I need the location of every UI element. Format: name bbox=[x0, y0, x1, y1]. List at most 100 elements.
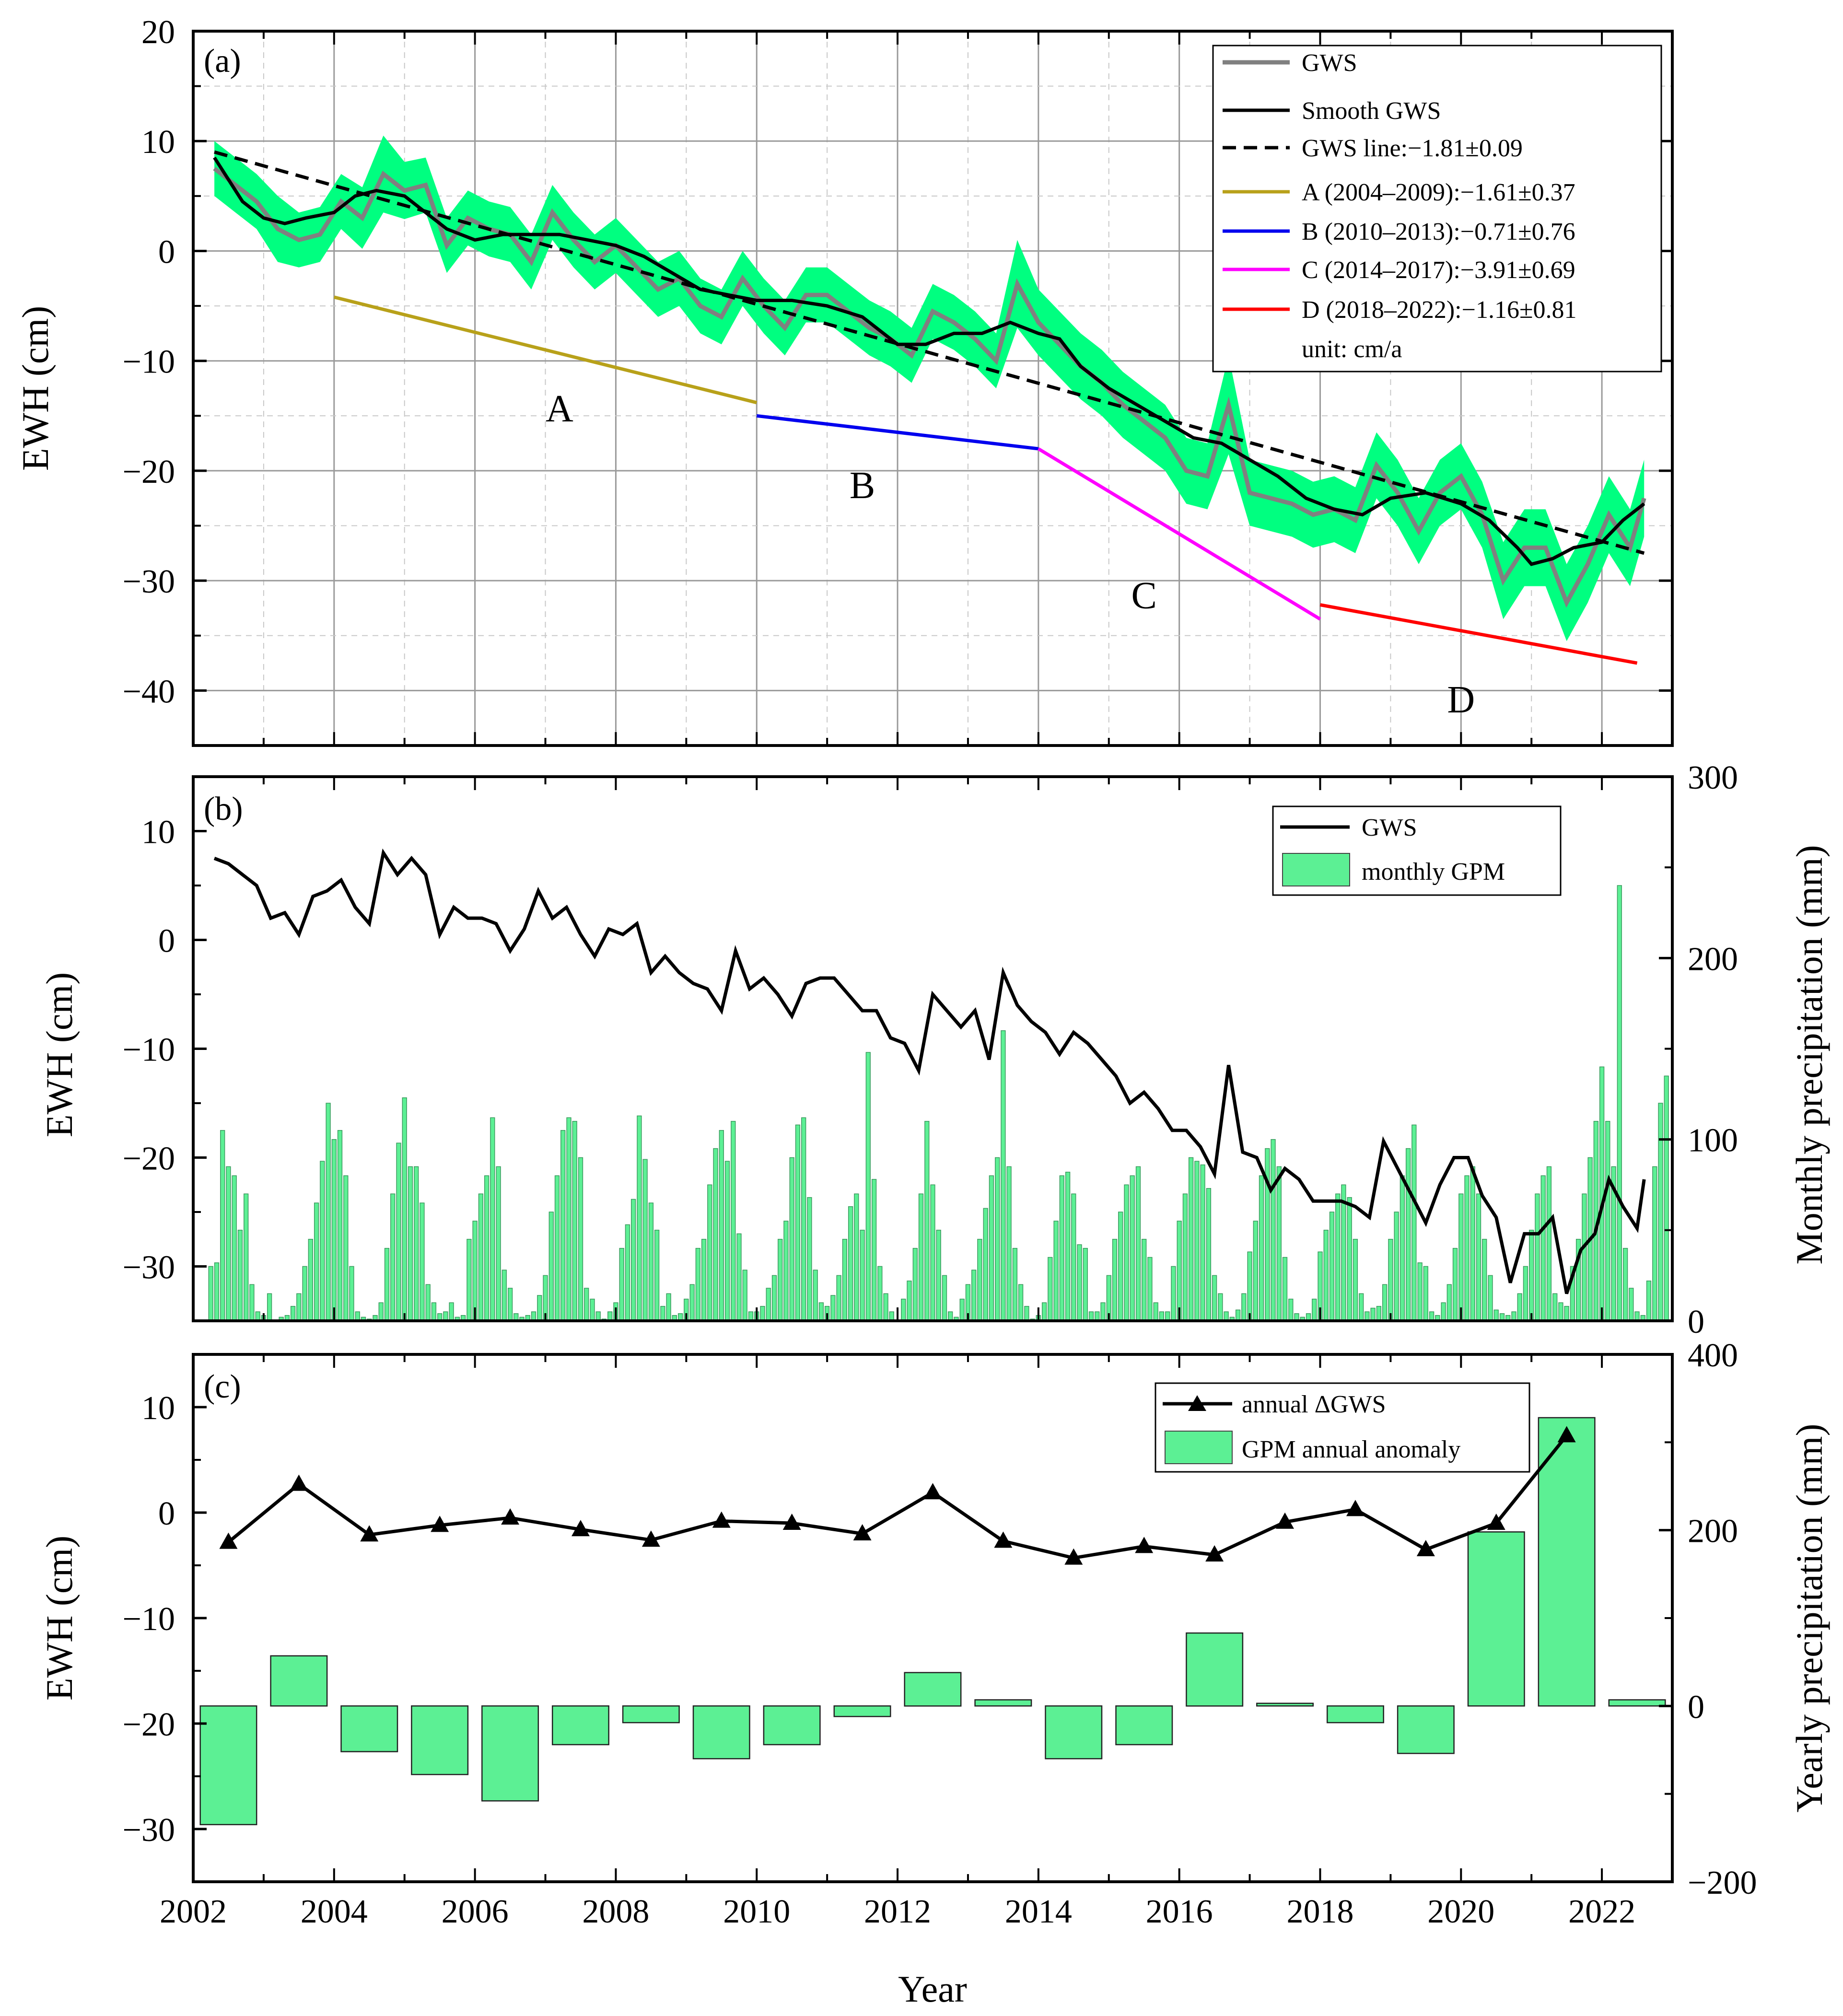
gpm-bar bbox=[1370, 1307, 1376, 1321]
gpm-bar bbox=[1488, 1275, 1493, 1321]
dgws-marker bbox=[1276, 1512, 1295, 1529]
gpm-bar bbox=[214, 1262, 220, 1321]
legend-c-dgws-marker bbox=[1188, 1395, 1206, 1411]
gpm-bar bbox=[1241, 1293, 1247, 1321]
gpm-bar bbox=[496, 1166, 501, 1321]
gpm-bar bbox=[320, 1161, 325, 1321]
y-tick-label: 10 bbox=[141, 1390, 175, 1427]
gpm-bar bbox=[1423, 1266, 1428, 1321]
gpm-bar bbox=[848, 1206, 853, 1321]
panel-a-label: (a) bbox=[204, 43, 241, 80]
gpm-bar bbox=[642, 1159, 648, 1321]
x-tick-label: 2006 bbox=[442, 1893, 509, 1930]
gpm-bar bbox=[566, 1117, 572, 1321]
gpm-bar bbox=[378, 1302, 384, 1321]
gpm-bar bbox=[983, 1208, 988, 1321]
gpm-bar bbox=[1523, 1266, 1528, 1321]
gpm-bar bbox=[1206, 1188, 1212, 1321]
gpm-bar bbox=[1323, 1230, 1329, 1321]
panel-a-y-axis-label: EWH (cm) bbox=[14, 306, 56, 471]
segment-label-b: B bbox=[850, 465, 875, 507]
gpm-bar bbox=[484, 1175, 490, 1321]
gpm-bar bbox=[1493, 1309, 1499, 1321]
panel-c-label: (c) bbox=[204, 1368, 241, 1405]
gpm-bar bbox=[1006, 1166, 1012, 1321]
y-tick-label: 0 bbox=[158, 923, 175, 960]
y-tick-label: −40 bbox=[123, 673, 175, 710]
panel-a-legend: GWS Smooth GWS GWS line:−1.81±0.09 A (20… bbox=[1212, 45, 1662, 373]
gpm-bar bbox=[877, 1266, 883, 1321]
y2-tick-label: 300 bbox=[1688, 759, 1738, 796]
gpm-bar bbox=[590, 1298, 595, 1321]
gpm-bar bbox=[1540, 1175, 1546, 1321]
gpm-bar bbox=[548, 1212, 554, 1321]
dgws-marker bbox=[290, 1474, 308, 1491]
panel-c-legend: annual ΔGWS GPM annual anomaly bbox=[1155, 1382, 1530, 1473]
gpm-bar bbox=[1652, 1166, 1657, 1321]
gpm-bar bbox=[502, 1270, 507, 1321]
x-tick-label: 2016 bbox=[1146, 1893, 1213, 1930]
y-tick-label: −20 bbox=[123, 454, 175, 490]
panel-b-legend: GWS monthly GPM bbox=[1272, 805, 1562, 896]
gpm-bar bbox=[936, 1230, 941, 1321]
gpm-bar bbox=[1071, 1193, 1076, 1321]
dgws-marker bbox=[431, 1515, 449, 1532]
gpm-anomaly-bar bbox=[270, 1655, 328, 1707]
panel-b-y2-axis-label: Monthly precipitation (mm) bbox=[1788, 845, 1830, 1264]
gpm-bar bbox=[871, 1179, 877, 1321]
gpm-bar bbox=[1464, 1175, 1470, 1321]
panel-a-gws-line bbox=[213, 166, 1646, 608]
gpm-bar bbox=[384, 1247, 390, 1321]
legend-segment-a-label: A (2004–2009):−1.61±0.37 bbox=[1302, 179, 1575, 206]
gpm-bar bbox=[1388, 1239, 1393, 1321]
panel-a: A B C D 20 10 0 −10 −20 −30 −40 (a) EWH (cm) GWS … bbox=[14, 14, 1674, 747]
y-tick-label: −10 bbox=[123, 344, 175, 381]
y-tick-label: 10 bbox=[141, 124, 175, 161]
gpm-bar bbox=[1664, 1075, 1669, 1321]
gpm-bar bbox=[1053, 1221, 1059, 1321]
gpm-bar bbox=[1353, 1239, 1358, 1321]
y-tick-label: −20 bbox=[123, 1706, 175, 1743]
gpm-bar bbox=[865, 1052, 871, 1321]
gpm-bar bbox=[1341, 1184, 1346, 1321]
gpm-bar bbox=[337, 1130, 343, 1321]
gpm-bar bbox=[648, 1202, 654, 1321]
x-tick-label: 2012 bbox=[864, 1893, 931, 1930]
y-tick-label: −10 bbox=[123, 1032, 175, 1069]
gpm-bar bbox=[1112, 1239, 1118, 1321]
gpm-bar bbox=[912, 1247, 918, 1321]
gpm-bar bbox=[1188, 1157, 1194, 1321]
gpm-bar bbox=[1335, 1193, 1341, 1321]
y-tick-label: −20 bbox=[123, 1141, 175, 1177]
gpm-bar bbox=[267, 1293, 272, 1321]
panel-c-annual-dgws-line bbox=[227, 1434, 1568, 1560]
gpm-bar bbox=[343, 1175, 349, 1321]
gpm-bar bbox=[396, 1142, 401, 1321]
gpm-bar bbox=[1282, 1257, 1288, 1321]
gpm-bar bbox=[1171, 1266, 1176, 1321]
gpm-bar bbox=[554, 1175, 560, 1321]
gpm-bar bbox=[326, 1103, 331, 1321]
gpm-bar bbox=[349, 1266, 354, 1321]
gpm-bar bbox=[1048, 1257, 1053, 1321]
segment-label-a: A bbox=[546, 388, 573, 430]
gpm-bar bbox=[290, 1305, 296, 1321]
gpm-bar bbox=[801, 1117, 806, 1321]
gpm-bar bbox=[771, 1275, 777, 1321]
legend-gws-trend-label: GWS line:−1.81±0.09 bbox=[1302, 135, 1523, 162]
dgws-marker bbox=[1346, 1500, 1365, 1516]
gpm-bar bbox=[1329, 1212, 1335, 1321]
gpm-anomaly-bar bbox=[1608, 1699, 1666, 1707]
gpm-anomaly-bar bbox=[1467, 1531, 1525, 1707]
gpm-bar bbox=[1077, 1244, 1082, 1321]
gpm-bar bbox=[578, 1157, 583, 1321]
gpm-bar bbox=[584, 1288, 589, 1321]
gpm-bar bbox=[478, 1193, 484, 1321]
gpm-bar bbox=[232, 1175, 237, 1321]
gpm-bar bbox=[637, 1115, 642, 1321]
y-tick-label: −30 bbox=[123, 563, 175, 600]
y2-tick-label: 0 bbox=[1688, 1689, 1704, 1725]
panel-c-gpm-anomaly-bars bbox=[199, 1417, 1666, 1826]
gpm-bar bbox=[1452, 1247, 1458, 1321]
gpm-bar bbox=[1182, 1193, 1188, 1321]
